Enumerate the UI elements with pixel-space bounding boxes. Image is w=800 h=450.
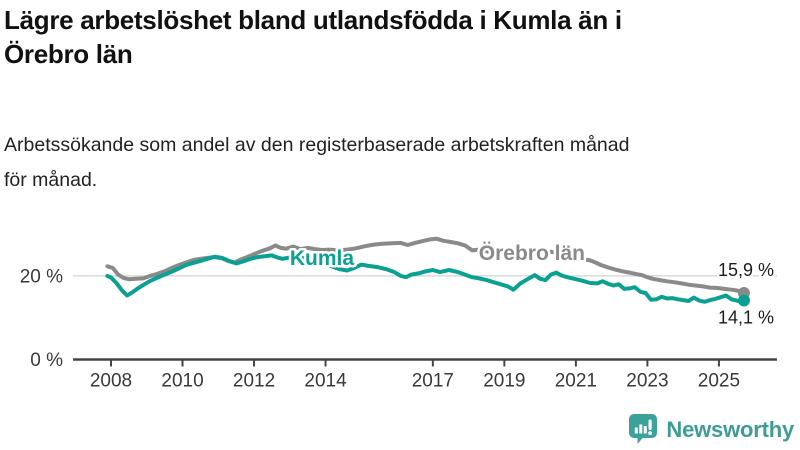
line-chart: 2008 2010 2012 2014 2017 2019 2021 2023 2025 20 %… [0, 225, 800, 400]
series-label-orebro-lan: Örebro län [479, 242, 585, 265]
x-tick-label: 2021 [555, 371, 597, 392]
newsworthy-icon [629, 414, 658, 444]
x-tick-label: 2010 [161, 371, 203, 392]
end-value-kumla: 14,1 % [718, 308, 774, 328]
series-line-kumla [105, 253, 746, 304]
y-tick-label: 20 % [20, 266, 63, 287]
x-tick-label: 2008 [90, 371, 132, 392]
chart-title-line1: Lägre arbetslöshet bland utlandsfödda i … [4, 5, 622, 35]
chart-subtitle-line2: för månad. [4, 169, 98, 191]
x-tick-label: 2019 [483, 371, 525, 392]
x-tick-label: 2017 [412, 371, 454, 392]
x-tick-label: 2012 [233, 371, 275, 392]
x-tick-label: 2025 [698, 371, 740, 392]
newsworthy-logo: Newsworthy [628, 413, 794, 446]
chart-title: Lägre arbetslöshet bland utlandsfödda i … [4, 3, 796, 71]
x-tick-label: 2014 [304, 371, 347, 392]
chart-canvas: 2008 2010 2012 2014 2017 2019 2021 2023 2025 20 %… [20, 236, 777, 392]
y-tick-label: 0 % [30, 350, 63, 371]
chart-title-line2: Örebro län [4, 39, 133, 69]
end-value-orebro-lan: 15,9 % [718, 260, 774, 280]
x-tick-label: 2023 [626, 371, 668, 392]
newsworthy-wordmark: Newsworthy [666, 416, 794, 442]
chart-subtitle: Arbetssökande som andel av den registerb… [4, 128, 792, 198]
series-label-kumla: Kumla [290, 247, 355, 270]
series-line-orebro-lan [105, 236, 746, 295]
chart-subtitle-line1: Arbetssökande som andel av den registerb… [4, 134, 630, 156]
end-dot-kumla [737, 294, 750, 307]
